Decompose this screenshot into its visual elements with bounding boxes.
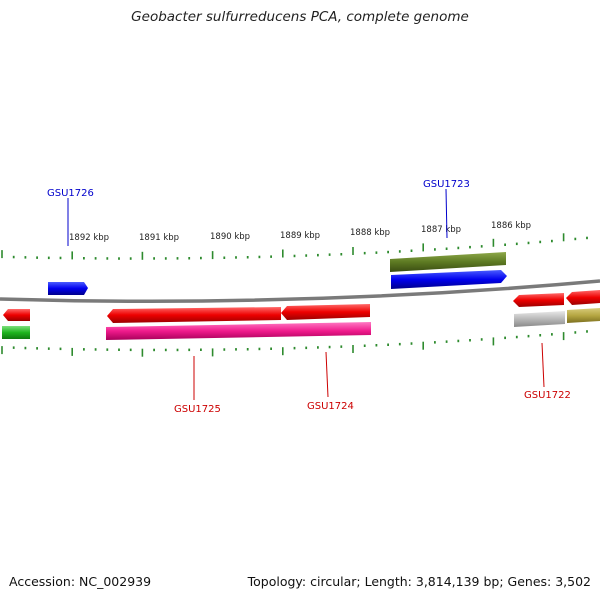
- label-gsu1722[interactable]: GSU1722: [524, 390, 571, 401]
- scale-ticks-outer: [1, 233, 588, 260]
- scale-label-1890: 1890 kbp: [210, 232, 250, 242]
- leader-gsu1722: [541, 342, 545, 388]
- genome-title: Geobacter sulfurreducens PCA, complete g…: [131, 9, 469, 25]
- feature-green-bar[interactable]: [2, 326, 30, 339]
- feature-grey-bar[interactable]: [514, 311, 565, 327]
- gene-gsu1726[interactable]: [48, 282, 88, 295]
- scale-label-1888: 1888 kbp: [350, 228, 390, 238]
- scale-label-1886: 1886 kbp: [491, 221, 531, 231]
- gene-gsu1723[interactable]: [391, 270, 507, 289]
- gene-gsu1722[interactable]: [513, 293, 564, 307]
- feature-khaki-bar[interactable]: [567, 308, 600, 323]
- gene-gsu1725[interactable]: [107, 307, 281, 323]
- gene-gsu1724[interactable]: [281, 304, 370, 320]
- scale-label-1891: 1891 kbp: [139, 233, 179, 243]
- feature-pink-bar[interactable]: [106, 322, 371, 340]
- accession-label: Accession: NC_002939: [9, 574, 152, 589]
- genome-backbone: [0, 279, 600, 303]
- leader-gsu1724: [325, 351, 329, 398]
- scale-label-1887: 1887 kbp: [421, 225, 461, 235]
- gene-left-red-arrow[interactable]: [3, 309, 30, 321]
- label-gsu1723[interactable]: GSU1723: [423, 179, 470, 190]
- label-gsu1724[interactable]: GSU1724: [307, 401, 354, 412]
- scale-label-1892: 1892 kbp: [69, 233, 109, 243]
- genome-summary: Topology: circular; Length: 3,814,139 bp…: [247, 574, 591, 589]
- scale-ticks-inner: [1, 330, 588, 357]
- gene-right-red-arrow[interactable]: [566, 290, 600, 305]
- scale-label-1889: 1889 kbp: [280, 231, 320, 241]
- feature-olive-bar[interactable]: [390, 252, 506, 272]
- leader-gsu1723: [445, 188, 448, 239]
- label-gsu1725[interactable]: GSU1725: [174, 404, 221, 415]
- label-gsu1726[interactable]: GSU1726: [47, 188, 94, 199]
